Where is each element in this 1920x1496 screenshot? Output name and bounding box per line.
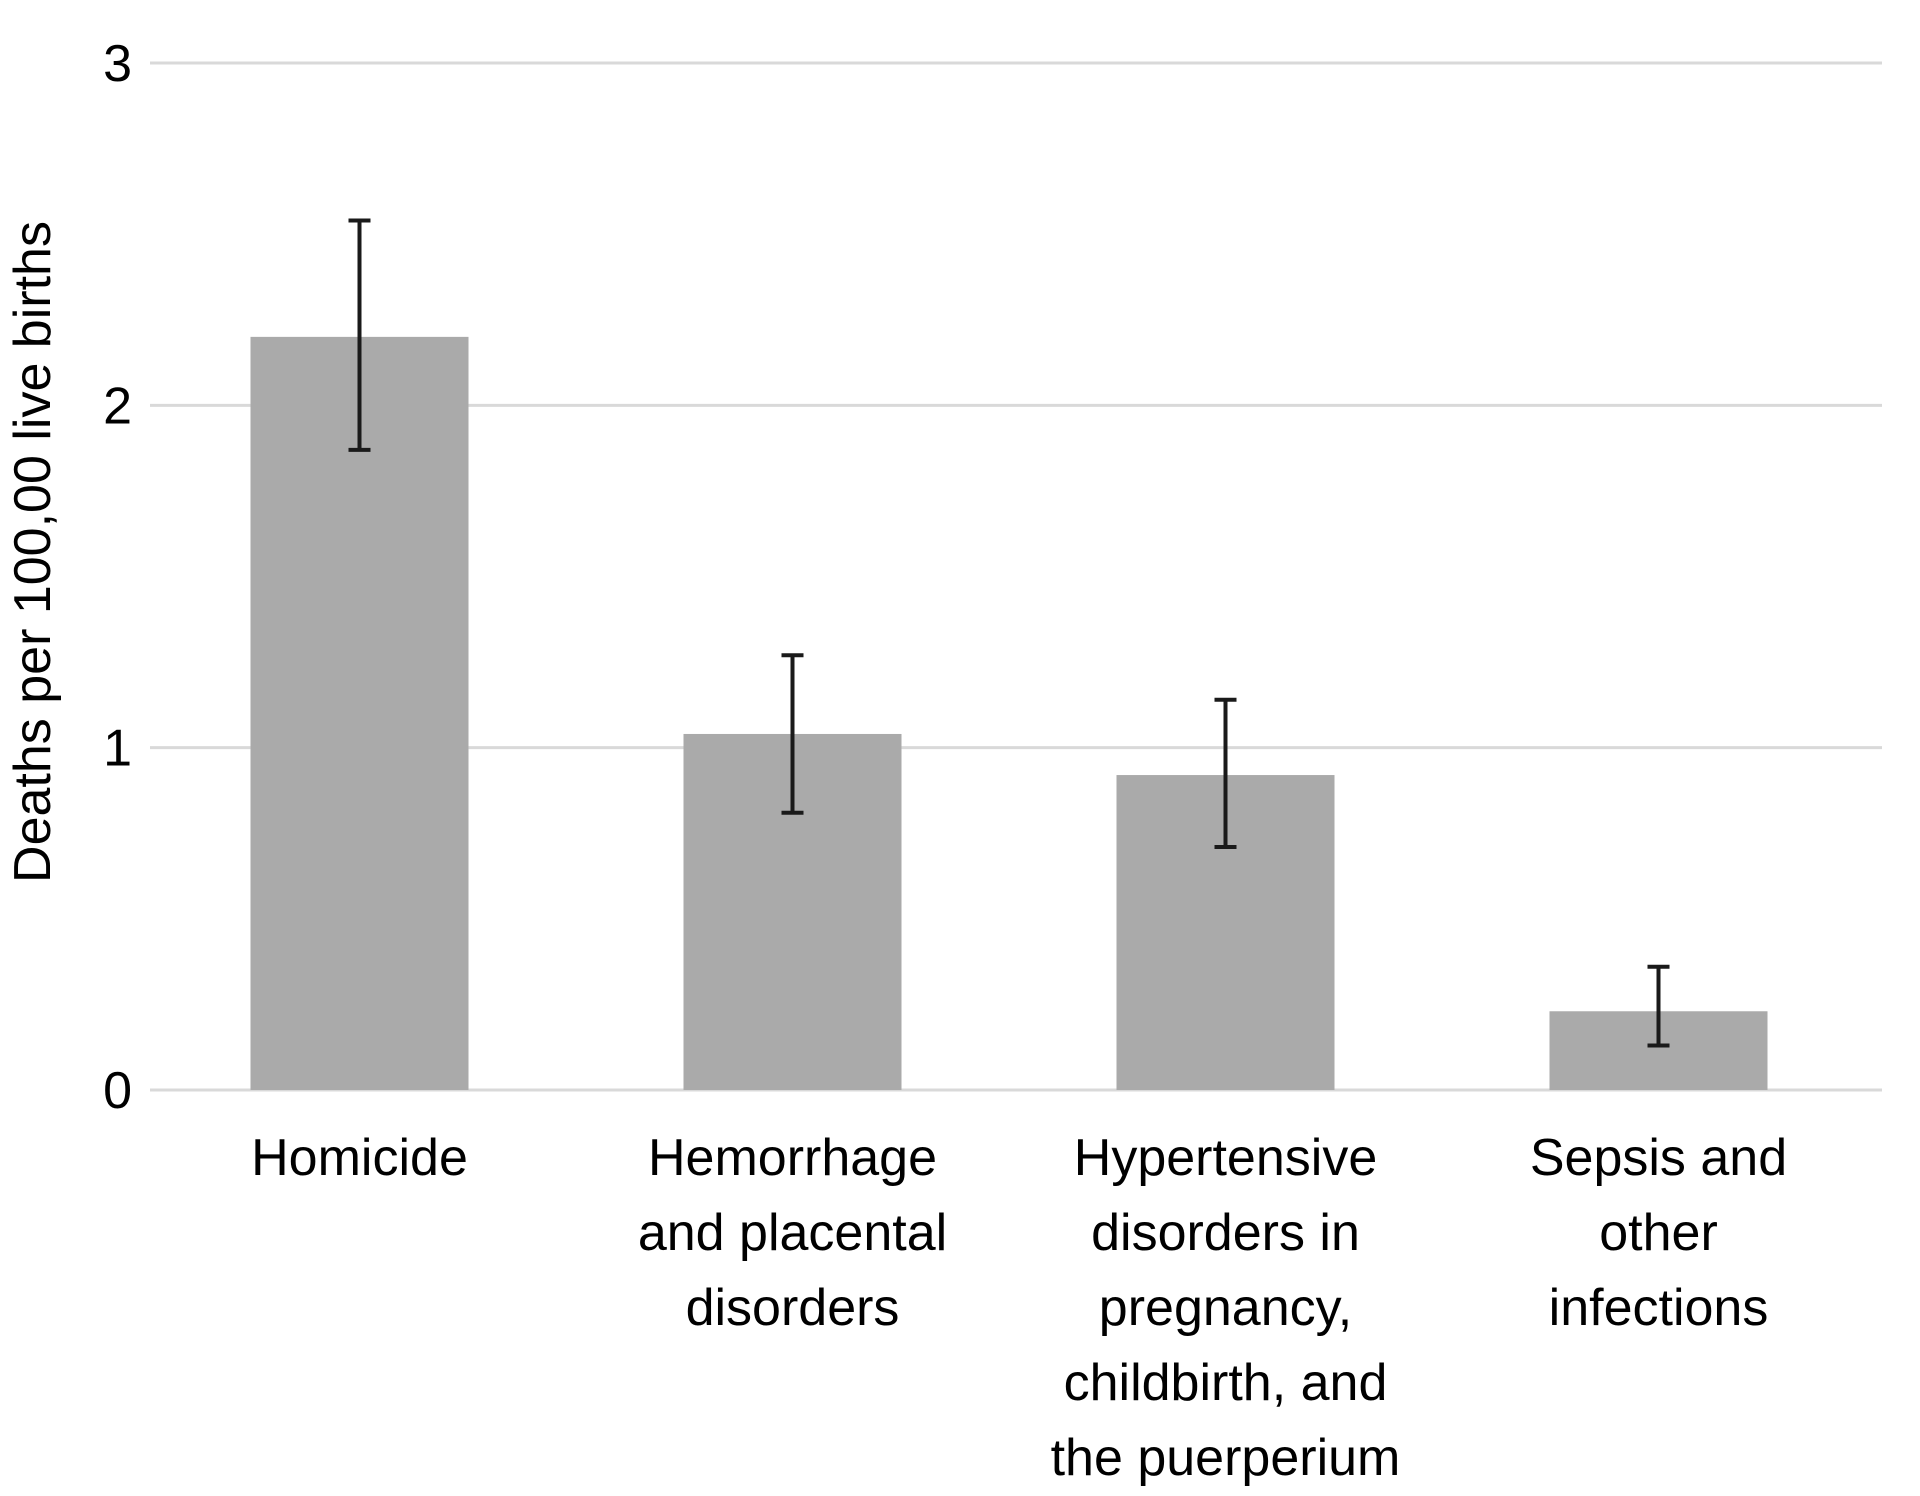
error-bar [781,653,804,815]
x-tick-label: Homicide [251,1129,468,1187]
y-tick-label: 0 [103,1062,132,1120]
x-axis-labels: Homicide Hemorrhage and placental disorders… [251,1129,1787,1487]
x-tick-label-line: the puerperium [1051,1429,1401,1487]
x-tick-label-line: Sepsis and [1530,1129,1787,1187]
y-tick-label: 3 [103,35,132,93]
bar [250,336,469,1090]
x-tick-label-line: other [1599,1204,1718,1262]
x-tick-label-line: pregnancy, [1099,1279,1352,1337]
x-tick-label-line: infections [1549,1279,1769,1337]
x-tick-label-line: Homicide [251,1129,468,1187]
x-tick-label-line: childbirth, and [1064,1354,1388,1412]
error-bar [348,218,371,452]
error-bar [1214,697,1237,849]
error-bars [348,218,1670,1048]
x-tick-label: Sepsis and other infections [1530,1129,1787,1337]
x-tick-label-line: Hypertensive [1074,1129,1377,1187]
x-tick-label-line: and placental [638,1204,947,1262]
x-tick-label-line: disorders in [1091,1204,1360,1262]
x-tick-label-line: disorders [686,1279,900,1337]
y-axis-title: Deaths per 100,00 live births [4,221,62,883]
error-bar [1647,964,1670,1048]
x-tick-label-line: Hemorrhage [648,1129,937,1187]
y-axis-ticks: 0 1 2 3 [103,35,132,1120]
y-tick-label: 1 [103,720,132,778]
x-tick-label: Hypertensive disorders in pregnancy, childb… [1051,1129,1401,1487]
y-tick-label: 2 [103,377,132,435]
x-tick-label: Hemorrhage and placental disorders [638,1129,947,1337]
